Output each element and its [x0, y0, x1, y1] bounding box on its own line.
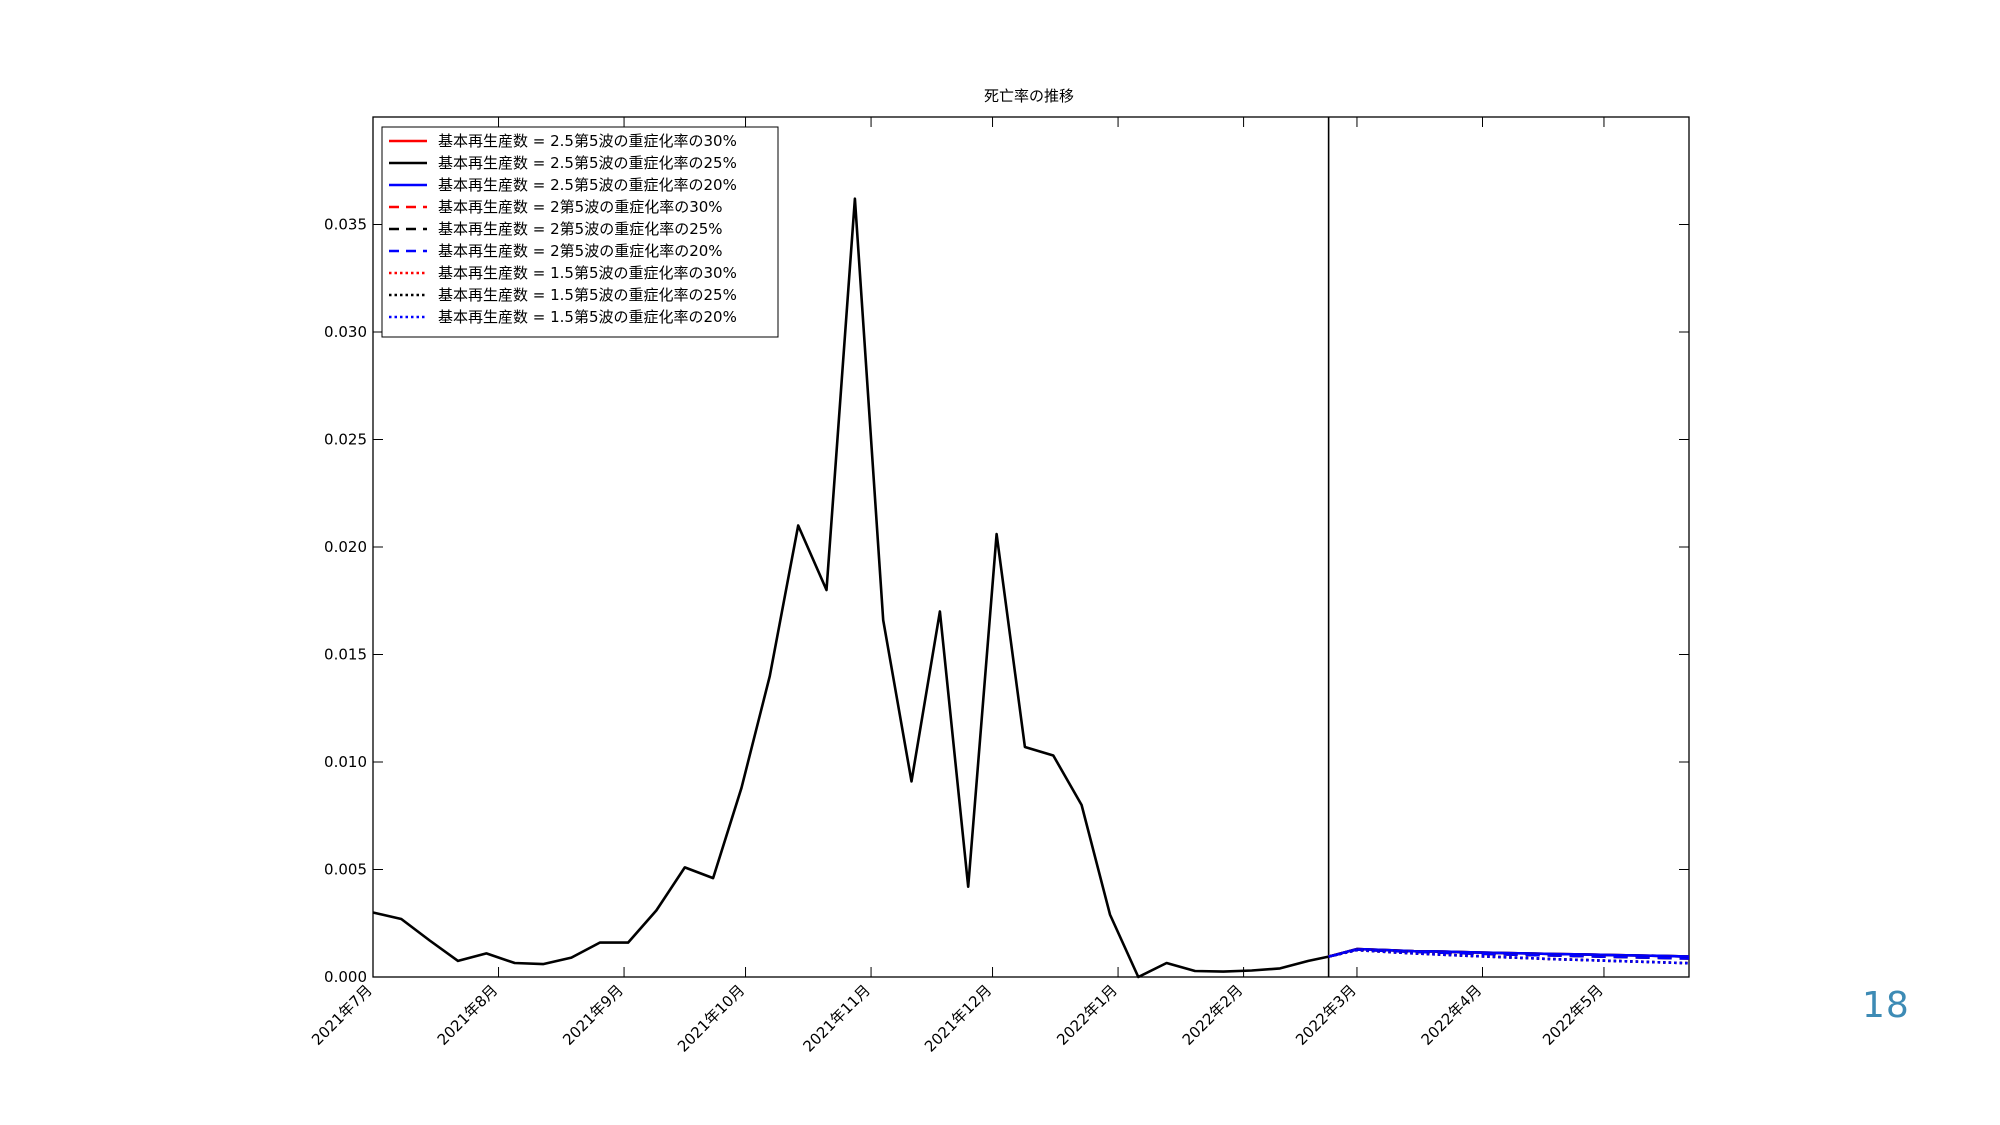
chart-title: 死亡率の推移 [984, 87, 1074, 105]
series-line-3 [1328, 947, 1690, 958]
x-tick-label: 2021年10月 [674, 981, 748, 1055]
x-tick-label: 2021年8月 [434, 981, 502, 1049]
series-line-9 [1328, 948, 1690, 965]
x-tick-label: 2022年1月 [1053, 981, 1121, 1049]
series-line-6 [1328, 948, 1690, 960]
page-number: 18 [1862, 985, 1910, 1026]
x-tick-label: 2021年9月 [559, 981, 627, 1049]
x-tick-label: 2021年7月 [308, 981, 376, 1049]
y-tick-label: 0.025 [324, 431, 367, 449]
y-tick-label: 0.020 [324, 538, 367, 556]
legend-label: 基本再生産数 = 1.5第5波の重症化率の30% [438, 264, 737, 282]
legend-label: 基本再生産数 = 2第5波の重症化率の25% [438, 220, 723, 238]
x-tick-label: 2022年3月 [1292, 981, 1360, 1049]
legend-box [381, 126, 779, 338]
legend-label: 基本再生産数 = 2.5第5波の重症化率の25% [438, 154, 737, 172]
legend-label: 基本再生産数 = 1.5第5波の重症化率の20% [438, 308, 737, 326]
x-tick-label: 2021年12月 [921, 981, 995, 1055]
legend-label: 基本再生産数 = 2第5波の重症化率の20% [438, 242, 723, 260]
y-tick-label: 0.035 [324, 216, 367, 234]
legend-label: 基本再生産数 = 2.5第5波の重症化率の20% [438, 176, 737, 194]
y-tick-label: 0.030 [324, 323, 367, 341]
legend: 基本再生産数 = 2.5第5波の重症化率の30% 基本再生産数 = 2.5第5波の… [381, 126, 779, 338]
y-tick-label: 0.005 [324, 861, 367, 879]
x-tick-label: 2022年4月 [1418, 981, 1486, 1049]
x-tick-label: 2022年5月 [1539, 981, 1607, 1049]
legend-label: 基本再生産数 = 2.5第5波の重症化率の30% [438, 132, 737, 150]
y-tick-label: 0.000 [324, 968, 367, 986]
y-tick-label: 0.015 [324, 646, 367, 664]
legend-label: 基本再生産数 = 2第5波の重症化率の30% [438, 198, 723, 216]
observed-line [372, 197, 1329, 979]
y-tick-label: 0.010 [324, 753, 367, 771]
x-tick-label: 2021年11月 [799, 981, 873, 1055]
x-tick-label: 2022年2月 [1179, 981, 1247, 1049]
legend-label: 基本再生産数 = 1.5第5波の重症化率の25% [438, 286, 737, 304]
